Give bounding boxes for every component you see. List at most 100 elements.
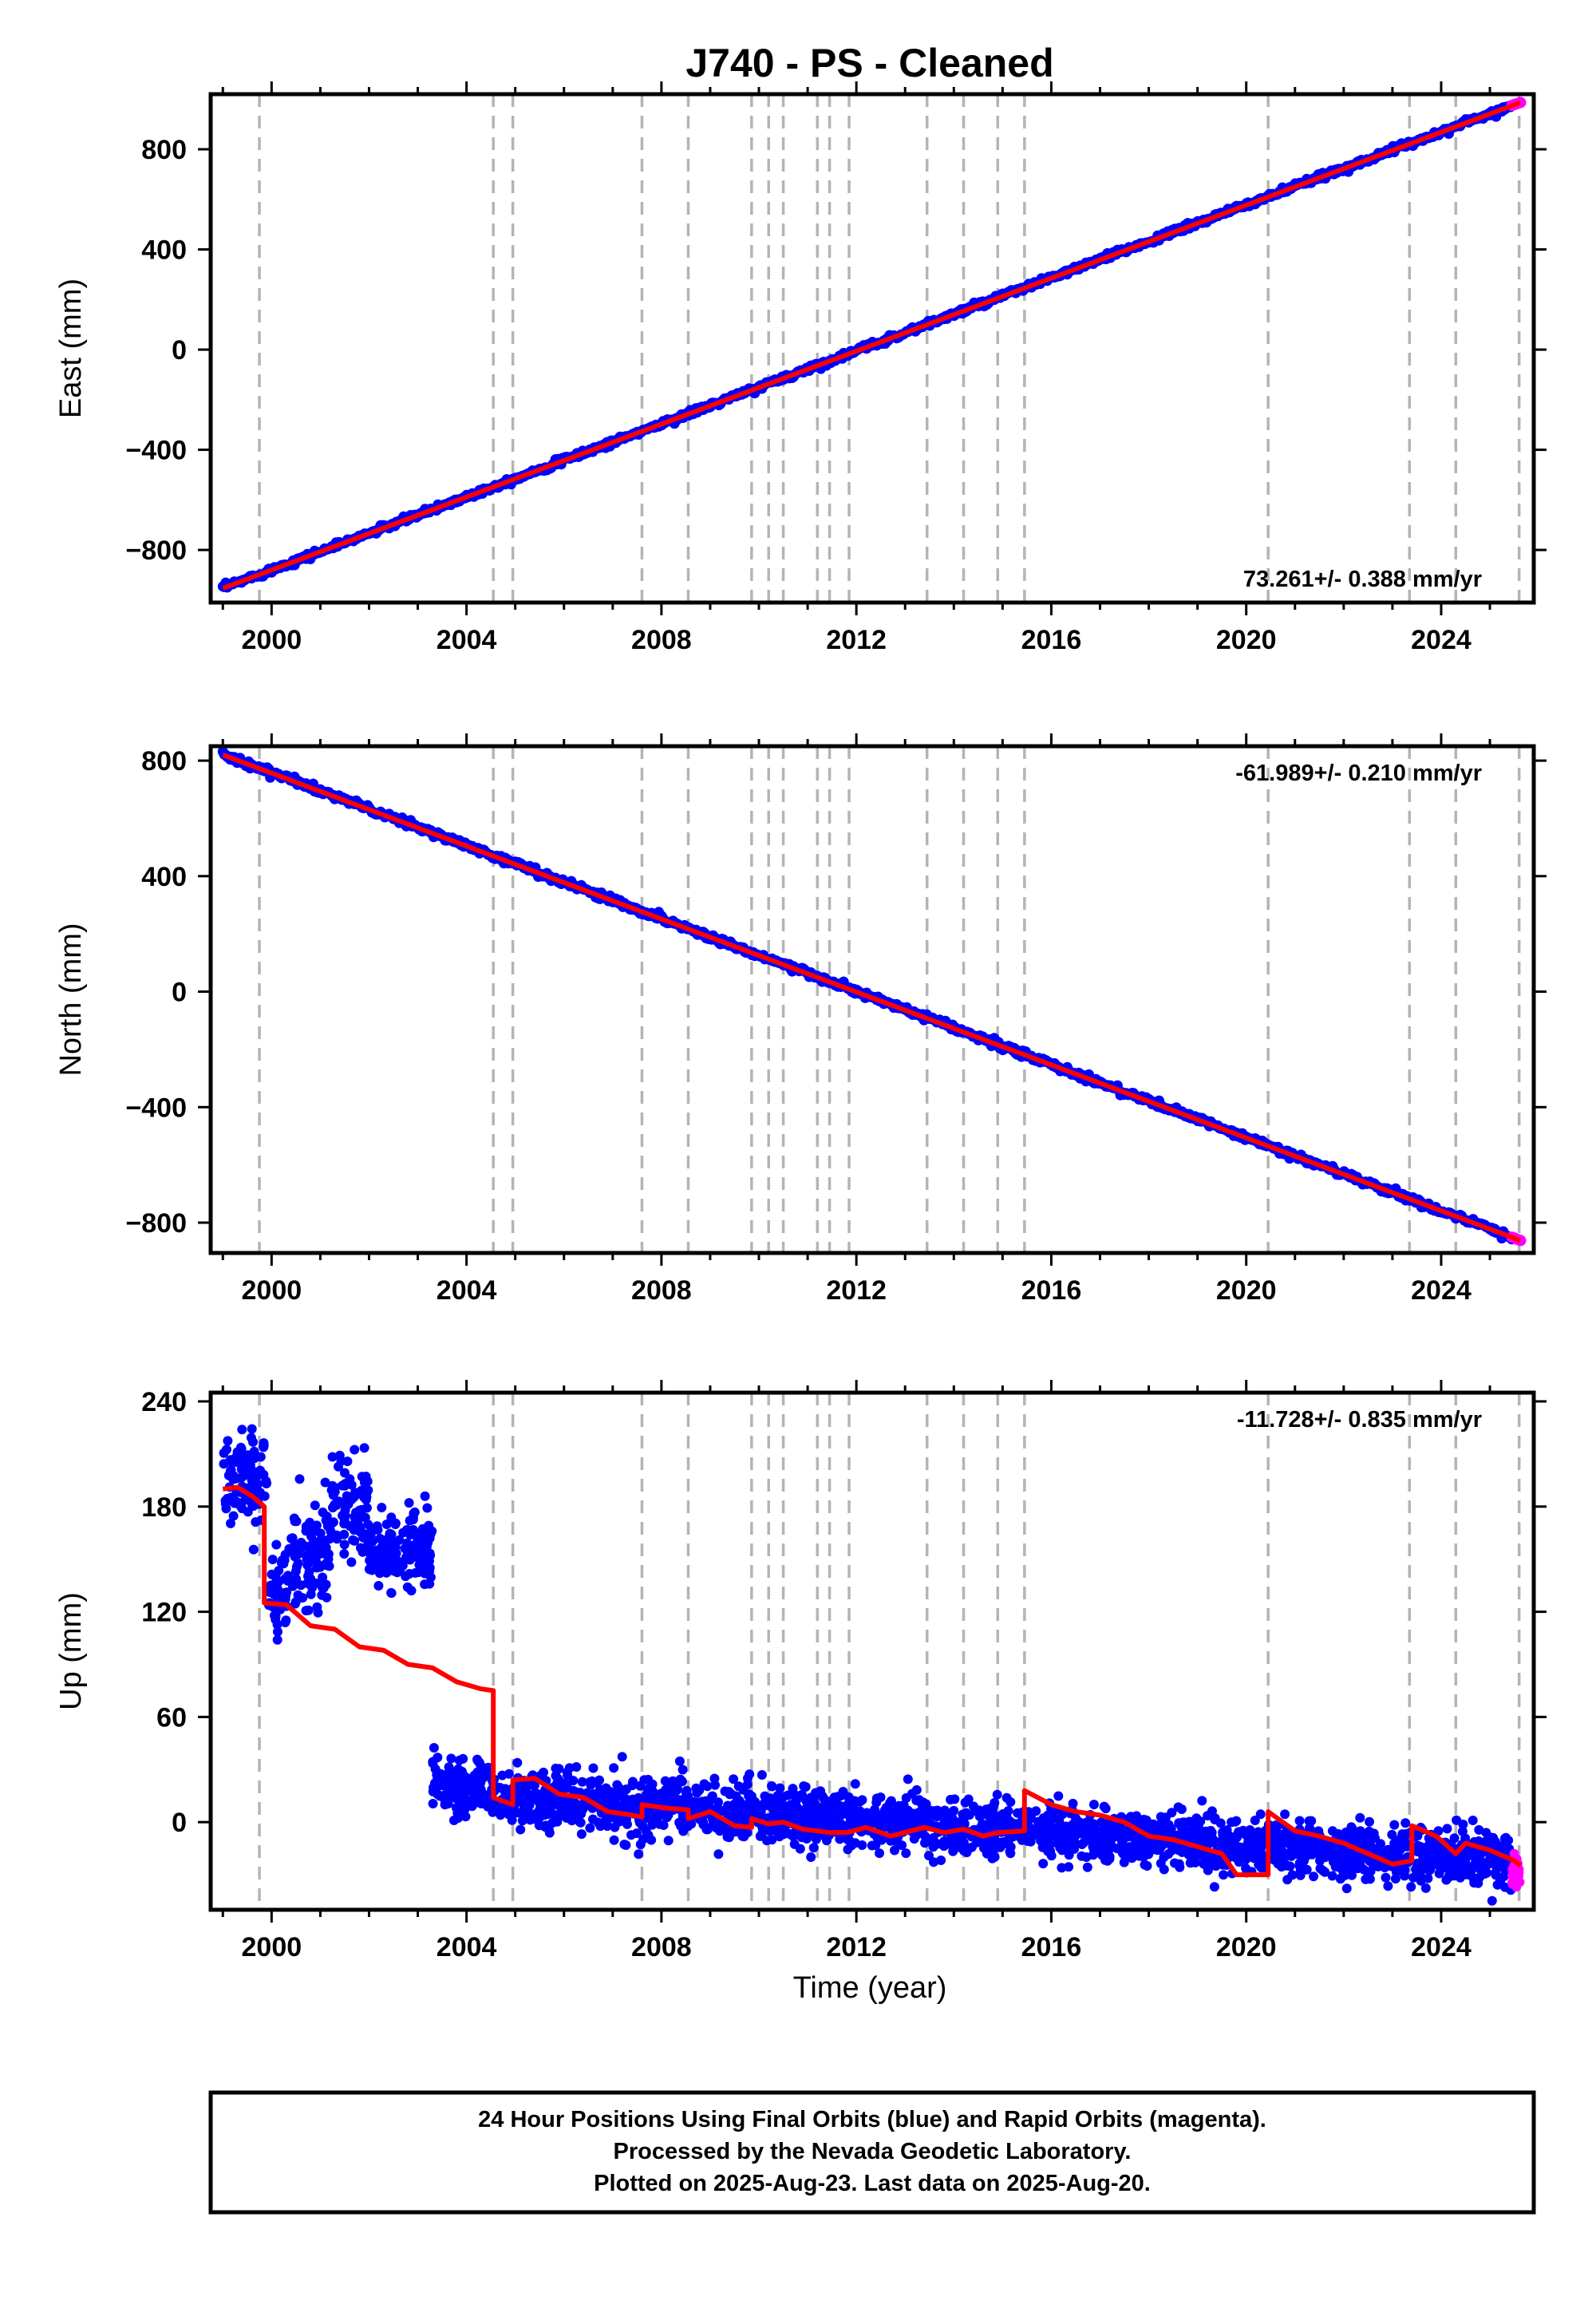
final-orbit-point	[1332, 1856, 1342, 1867]
final-orbit-point	[729, 1774, 739, 1784]
final-orbit-point	[607, 1800, 618, 1811]
final-orbit-point	[1501, 1832, 1511, 1843]
final-orbit-point	[222, 1445, 231, 1455]
final-orbit-point	[1389, 1820, 1400, 1830]
final-orbit-point	[320, 1477, 330, 1488]
final-orbit-point	[759, 1798, 769, 1808]
final-orbit-point	[737, 1831, 748, 1841]
final-orbit-point	[409, 1507, 420, 1517]
final-orbit-point	[404, 1498, 414, 1508]
final-orbit-point	[373, 1581, 384, 1591]
north-frame	[208, 744, 1536, 1255]
final-orbit-point	[326, 1526, 336, 1536]
final-orbit-point	[1038, 1859, 1049, 1869]
final-orbit-point	[775, 1783, 785, 1793]
final-orbit-point	[243, 1507, 253, 1517]
final-orbit-point	[221, 1504, 231, 1514]
final-orbit-point	[680, 1792, 690, 1803]
final-orbit-point	[226, 1518, 235, 1528]
final-orbit-point	[799, 1805, 809, 1815]
final-orbit-point	[454, 1755, 464, 1765]
final-orbit-point	[809, 1819, 820, 1829]
final-orbit-point	[1298, 1851, 1309, 1861]
final-orbit-point	[1175, 1862, 1185, 1872]
final-orbit-point	[1428, 1852, 1439, 1862]
final-orbit-point	[1452, 1865, 1462, 1875]
final-orbit-point	[336, 1456, 346, 1466]
final-orbit-point	[1005, 1797, 1016, 1807]
final-orbit-point	[578, 1804, 588, 1815]
final-orbit-point	[475, 1777, 485, 1788]
final-orbit-point	[496, 1810, 506, 1820]
final-orbit-point	[1365, 1816, 1374, 1827]
final-orbit-point	[808, 1797, 819, 1808]
final-orbit-point	[327, 1452, 338, 1462]
final-orbit-point	[767, 1835, 777, 1845]
final-orbit-point	[1309, 1871, 1319, 1882]
final-orbit-point	[1277, 1840, 1287, 1850]
final-orbit-point	[354, 1510, 364, 1520]
final-orbit-point	[232, 1447, 243, 1457]
north-data	[217, 746, 1527, 1247]
final-orbit-point	[219, 1459, 229, 1469]
final-orbit-point	[576, 1829, 587, 1840]
final-orbit-point	[1037, 1842, 1048, 1852]
final-orbit-point	[850, 1779, 860, 1789]
final-orbit-point	[384, 1531, 394, 1542]
final-orbit-point	[806, 1809, 816, 1820]
final-orbit-point	[483, 1762, 493, 1773]
final-orbit-point	[1341, 1883, 1352, 1894]
x-tick-label: 2004	[437, 625, 497, 655]
final-orbit-point	[1278, 1829, 1288, 1840]
final-orbit-point	[890, 1807, 900, 1817]
final-orbit-point	[554, 1764, 564, 1774]
final-orbit-point	[992, 1789, 1002, 1800]
final-orbit-point	[674, 1756, 685, 1766]
final-orbit-point	[588, 1763, 598, 1773]
final-orbit-point	[871, 1797, 882, 1808]
final-orbit-point	[847, 1812, 856, 1823]
final-orbit-point	[571, 1809, 581, 1820]
final-orbit-point	[293, 1590, 303, 1600]
final-orbit-point	[670, 1795, 680, 1805]
final-orbit-point	[1383, 1844, 1393, 1855]
final-orbit-point	[777, 1824, 788, 1835]
final-orbit-point	[577, 1777, 587, 1787]
final-orbit-point	[425, 1556, 434, 1566]
final-orbit-point	[959, 1819, 970, 1829]
final-orbit-point	[660, 1776, 670, 1786]
final-orbit-point	[461, 1785, 472, 1796]
final-orbit-point	[1391, 1867, 1401, 1877]
final-orbit-point	[757, 1770, 767, 1780]
final-orbit-point	[428, 1799, 438, 1808]
final-orbit-point	[678, 1765, 688, 1775]
final-orbit-point	[710, 1780, 720, 1790]
final-orbit-point	[517, 1816, 527, 1826]
final-orbit-point	[586, 1780, 596, 1790]
final-orbit-point	[895, 1820, 906, 1830]
final-orbit-point	[394, 1535, 405, 1545]
x-tick-label: 2008	[631, 1275, 692, 1306]
final-orbit-point	[346, 1557, 357, 1567]
y-tick-label: 800	[141, 746, 187, 777]
final-orbit-point	[806, 1852, 816, 1862]
final-orbit-point	[1116, 1842, 1126, 1852]
final-orbit-point	[1197, 1796, 1207, 1806]
final-orbit-point	[402, 1547, 413, 1557]
final-orbit-point	[448, 1816, 459, 1825]
final-orbit-point	[733, 1781, 744, 1792]
final-orbit-point	[334, 1496, 344, 1507]
final-orbit-point	[237, 1425, 247, 1435]
final-orbit-point	[259, 1441, 269, 1451]
final-orbit-point	[428, 1757, 438, 1767]
final-orbit-point	[893, 1839, 903, 1849]
final-orbit-point	[424, 1520, 434, 1531]
final-orbit-point	[422, 1503, 433, 1513]
final-orbit-point	[267, 1555, 278, 1564]
final-orbit-point	[1185, 1858, 1195, 1868]
up-frame	[208, 1390, 1536, 1912]
final-orbit-point	[974, 1805, 985, 1816]
final-orbit-point	[1354, 1857, 1365, 1867]
final-orbit-point	[876, 1835, 887, 1845]
final-orbit-point	[313, 1607, 323, 1618]
